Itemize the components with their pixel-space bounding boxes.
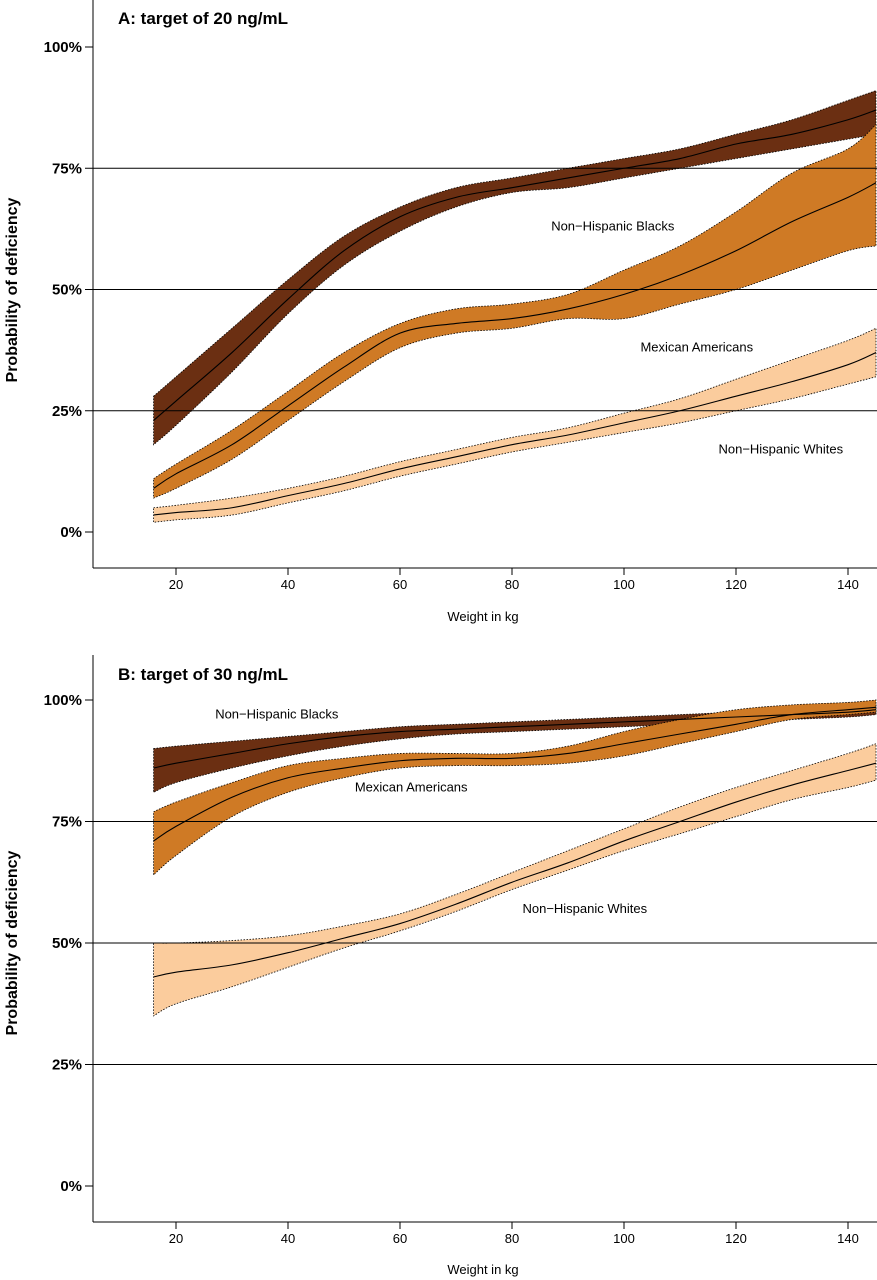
mean-line-non-hispanic-blacks <box>153 709 877 769</box>
chart-panel-b: 0% 25% 50% 75% 100% 20 40 60 80 100 120 140 Non−Hisp… <box>4 655 877 1277</box>
mean-line-non-hispanic-whites <box>153 352 877 516</box>
panel-title: A: target of 20 ng/mL <box>118 9 288 28</box>
x-tick-label: 60 <box>393 577 407 592</box>
panel-title: B: target of 30 ng/mL <box>118 665 288 684</box>
band-non-hispanic-whites <box>153 743 877 1017</box>
x-tick-label: 140 <box>837 1231 859 1246</box>
x-tick-label: 100 <box>613 1231 635 1246</box>
x-tick-label: 80 <box>505 577 519 592</box>
mean-line-non-hispanic-blacks <box>153 109 877 421</box>
x-axis-label: Weight in kg <box>447 1262 518 1277</box>
series-label: Non−Hispanic Whites <box>522 901 647 916</box>
y-axis-label: Probability of deficiency <box>4 197 21 382</box>
series-label: Mexican Americans <box>640 340 753 355</box>
chart-panel-a: 0% 25% 50% 75% 100% 20 40 60 80 100 120 140 Non−Hisp… <box>4 0 877 624</box>
y-axis-label: Probability of deficiency <box>4 850 21 1035</box>
y-tick-label: 50% <box>52 935 82 952</box>
x-tick-label: 20 <box>169 1231 183 1246</box>
y-tick-label: 100% <box>44 39 82 56</box>
mean-line-mexican-americans <box>153 706 877 842</box>
y-tick-label: 0% <box>60 524 82 541</box>
x-tick-label: 20 <box>169 577 183 592</box>
series-label: Non−Hispanic Blacks <box>551 218 675 233</box>
x-axis-label: Weight in kg <box>447 609 518 624</box>
y-tick-label: 0% <box>60 1178 82 1195</box>
mean-line-mexican-americans <box>153 182 877 489</box>
band-mexican-americans <box>153 699 877 876</box>
band-mexican-americans <box>153 123 877 499</box>
x-tick-label: 100 <box>613 577 635 592</box>
x-tick-label: 120 <box>725 1231 747 1246</box>
x-tick-label: 80 <box>505 1231 519 1246</box>
x-tick-label: 40 <box>281 577 295 592</box>
x-tick-label: 40 <box>281 1231 295 1246</box>
mean-line-non-hispanic-whites <box>153 762 877 978</box>
y-tick-label: 75% <box>52 814 82 831</box>
y-tick-label: 25% <box>52 403 82 420</box>
series-label: Non−Hispanic Blacks <box>215 707 339 722</box>
y-tick-label: 100% <box>44 692 82 709</box>
series-label: Non−Hispanic Whites <box>718 442 843 457</box>
x-tick-label: 120 <box>725 577 747 592</box>
x-tick-label: 140 <box>837 577 859 592</box>
x-tick-label: 60 <box>393 1231 407 1246</box>
y-tick-label: 50% <box>52 282 82 299</box>
y-tick-label: 75% <box>52 160 82 177</box>
series-label: Mexican Americans <box>355 779 468 794</box>
band-non-hispanic-whites <box>153 327 877 523</box>
y-tick-label: 25% <box>52 1057 82 1074</box>
